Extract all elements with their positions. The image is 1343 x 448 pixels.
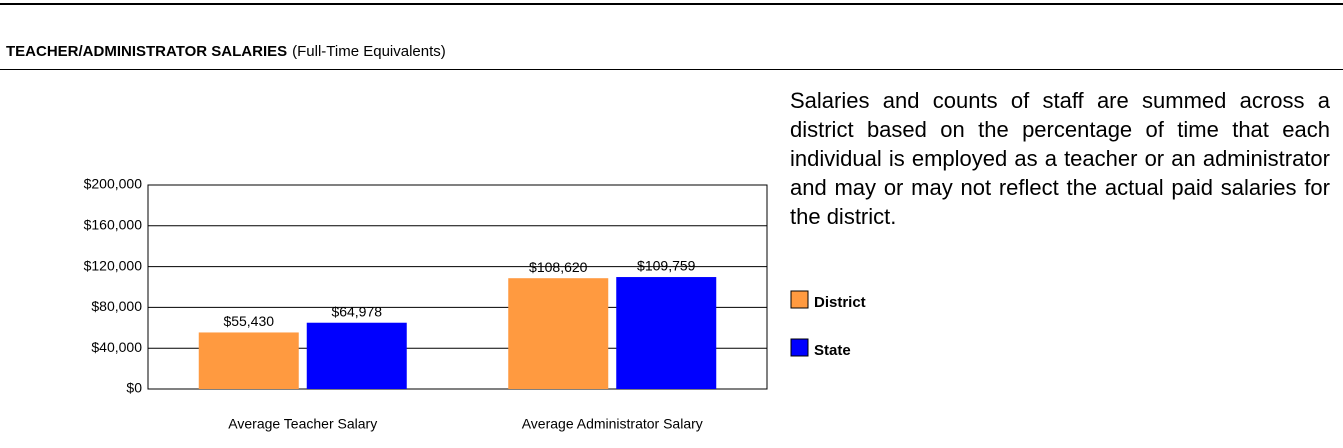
y-tick-label: $40,000 — [91, 339, 142, 355]
value-label: $109,759 — [637, 258, 696, 274]
chart-subtitle: (Full-Time Equivalents) — [292, 43, 446, 60]
bar — [198, 332, 299, 389]
y-tick-label: $120,000 — [84, 257, 143, 273]
y-tick-label: $160,000 — [84, 217, 143, 233]
value-label: $108,620 — [529, 259, 588, 275]
x-tick-label: Average Teacher Salary — [228, 416, 377, 432]
header: TEACHER/ADMINISTRATOR SALARIES (Full-Time… — [6, 43, 446, 60]
value-label: $64,978 — [331, 303, 382, 319]
legend-swatch — [790, 338, 809, 357]
x-tick-label: Average Administrator Salary — [522, 416, 703, 432]
legend-label: State — [814, 342, 851, 359]
y-tick-label: $0 — [126, 380, 142, 396]
legend-swatch — [790, 290, 809, 309]
top-rule — [0, 3, 1343, 5]
legend-label: District — [814, 294, 866, 311]
description: Salaries and counts of staff are summed … — [790, 88, 1330, 229]
header-rule — [0, 69, 1343, 70]
y-tick-label: $200,000 — [84, 176, 143, 192]
value-label: $55,430 — [223, 313, 274, 329]
y-tick-label: $80,000 — [91, 298, 142, 314]
bar — [306, 322, 407, 389]
plot-frame — [147, 184, 768, 390]
bar — [616, 277, 717, 389]
chart-title: TEACHER/ADMINISTRATOR SALARIES — [6, 43, 287, 60]
bar — [508, 278, 609, 389]
